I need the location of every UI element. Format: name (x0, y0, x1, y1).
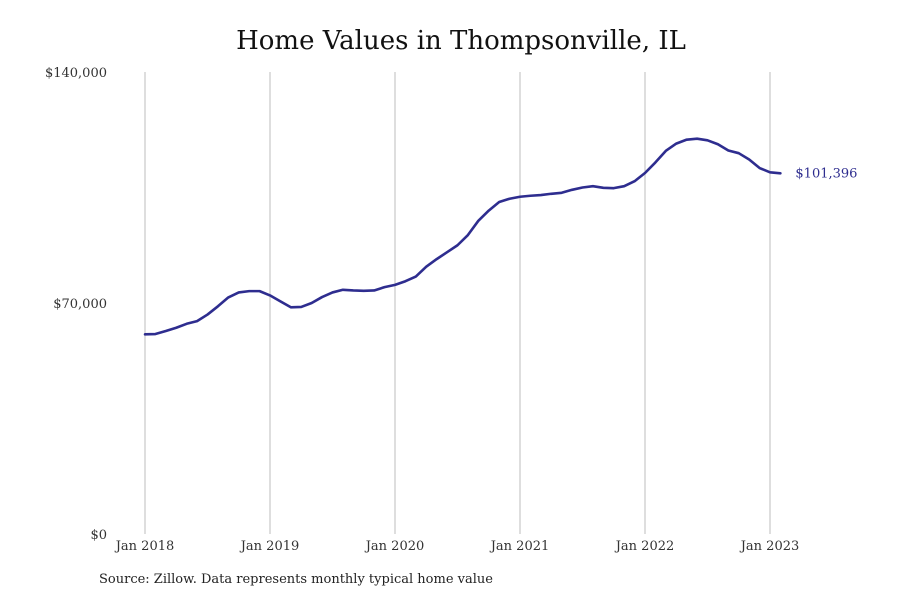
y-tick-label: $140,000 (45, 66, 107, 81)
y-tick-label: $0 (90, 528, 107, 543)
y-axis-ticks: $0 $70,000 $140,000 (45, 66, 107, 543)
x-tick-label: Jan 2019 (239, 539, 300, 554)
x-tick-label: Jan 2022 (614, 539, 675, 554)
x-tick-label: Jan 2021 (489, 539, 550, 554)
chart-title: Home Values in Thompsonville, IL (236, 26, 686, 56)
home-value-line (143, 137, 782, 336)
source-note: Source: Zillow. Data represents monthly … (99, 572, 493, 587)
y-tick-label: $70,000 (53, 297, 107, 312)
end-value-label: $101,396 (795, 166, 857, 181)
x-tick-label: Jan 2023 (739, 539, 800, 554)
series-layer (143, 137, 782, 336)
x-tick-label: Jan 2018 (114, 539, 175, 554)
grid-lines (144, 72, 771, 534)
x-tick-label: Jan 2020 (364, 539, 425, 554)
x-axis-ticks: Jan 2018 Jan 2019 Jan 2020 Jan 2021 Jan 2022… (114, 539, 800, 554)
